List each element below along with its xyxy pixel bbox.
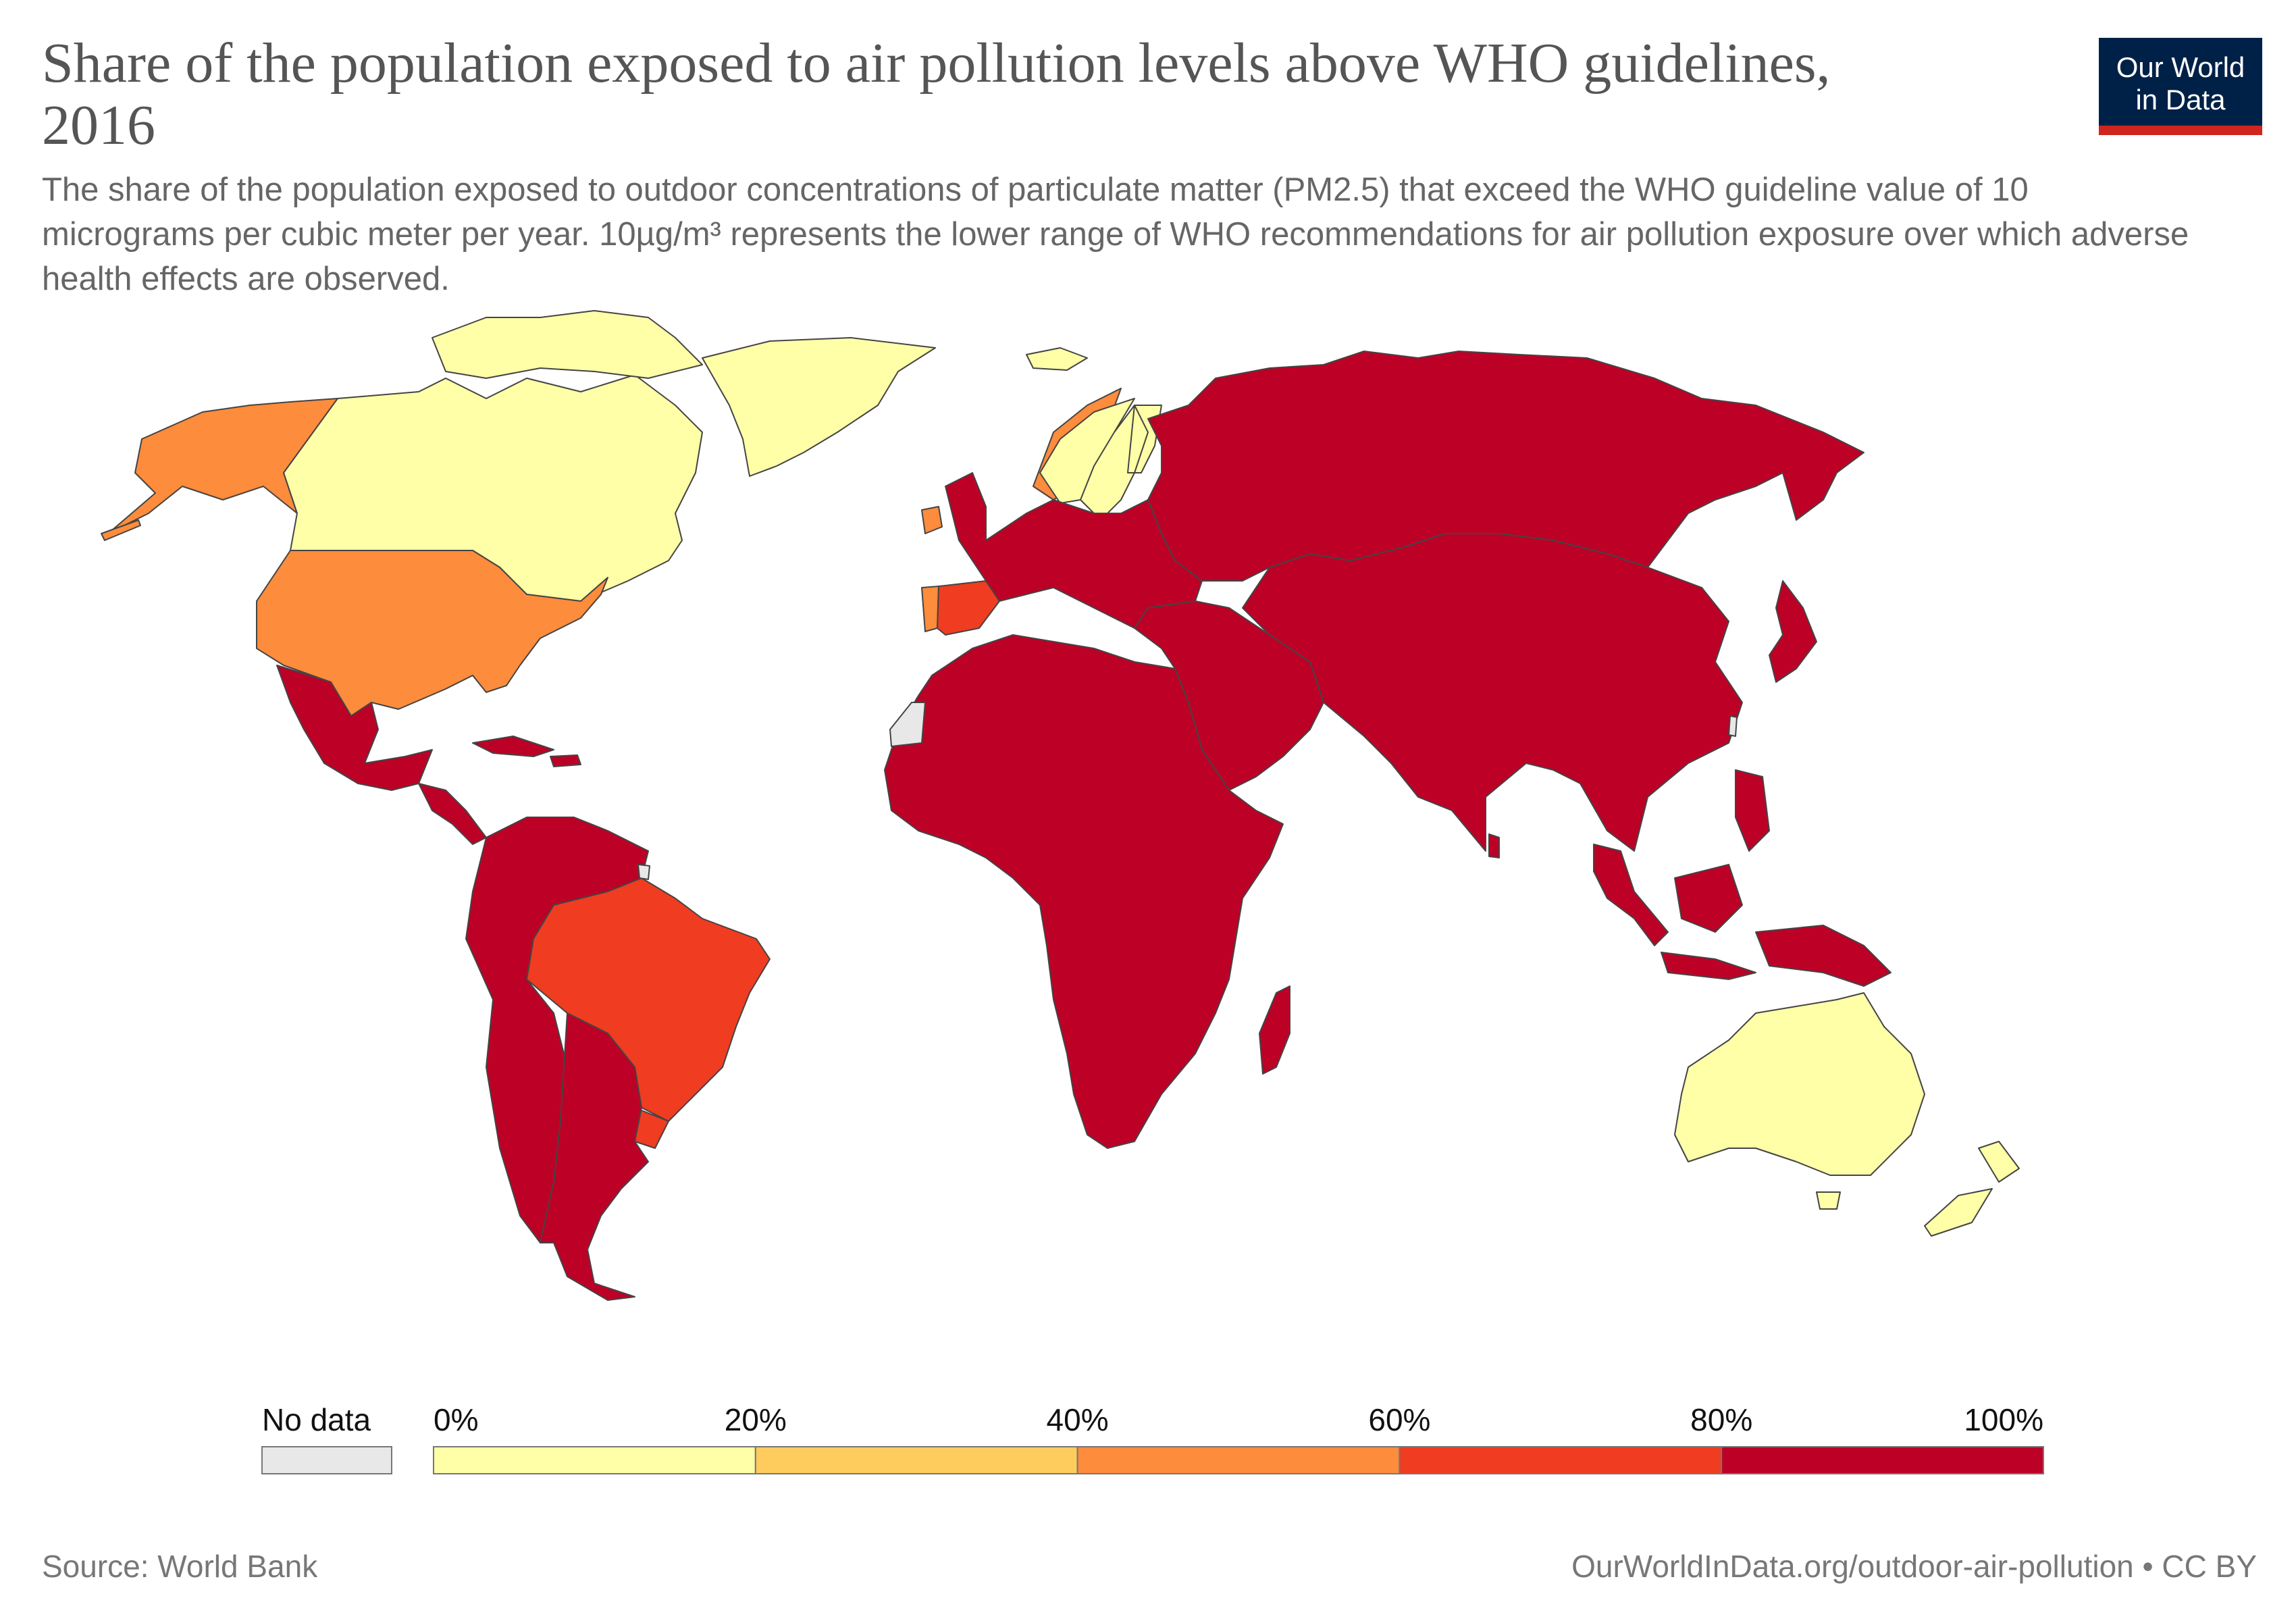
region-new-zealand[interactable] bbox=[1924, 1141, 2020, 1237]
region-mexico[interactable] bbox=[276, 665, 433, 791]
source-url[interactable]: OurWorldInData.org/outdoor-air-pollution… bbox=[1571, 1549, 2257, 1584]
region-hispaniola[interactable] bbox=[550, 754, 581, 767]
chart-title: Share of the population exposed to air p… bbox=[42, 32, 1831, 157]
region-southeast-asia[interactable] bbox=[1593, 769, 1891, 987]
region-japan[interactable] bbox=[1769, 580, 1817, 683]
chart-subtitle: The share of the population exposed to o… bbox=[42, 172, 2189, 297]
region-ireland[interactable] bbox=[921, 506, 943, 534]
region-central-america[interactable] bbox=[418, 783, 487, 845]
logo-line-1: Our World bbox=[2116, 51, 2245, 83]
region-alaska[interactable] bbox=[107, 398, 338, 534]
world-map bbox=[101, 310, 2020, 1301]
logo-line-2: in Data bbox=[2135, 84, 2226, 115]
legend-bin-3 bbox=[1399, 1446, 1723, 1474]
legend-tick-label: 100% bbox=[1964, 1402, 2043, 1437]
legend-tick-label: 60% bbox=[1368, 1402, 1430, 1437]
region-canada-islands[interactable] bbox=[432, 310, 703, 379]
source-note: Source: World Bank bbox=[42, 1549, 318, 1584]
region-spain[interactable] bbox=[937, 580, 1000, 636]
region-united-states[interactable] bbox=[256, 550, 608, 717]
region-cuba[interactable] bbox=[472, 736, 554, 757]
region-greenland[interactable] bbox=[702, 337, 936, 477]
legend-no-data-label: No data bbox=[262, 1402, 371, 1437]
region-iceland[interactable] bbox=[1026, 347, 1088, 371]
region-french-guiana[interactable] bbox=[637, 864, 650, 880]
region-tasmania[interactable] bbox=[1816, 1191, 1841, 1210]
region-africa[interactable] bbox=[884, 634, 1284, 1149]
legend-tick-label: 80% bbox=[1690, 1402, 1752, 1437]
region-russia[interactable] bbox=[1147, 351, 1864, 582]
region-australia[interactable] bbox=[1674, 992, 1925, 1176]
legend-bin-0 bbox=[433, 1446, 756, 1474]
region-south-south-america[interactable] bbox=[540, 1012, 649, 1301]
region-sri-lanka[interactable] bbox=[1488, 833, 1500, 858]
legend-bin-4 bbox=[1721, 1446, 2044, 1474]
legend-tick-label: 40% bbox=[1047, 1402, 1109, 1437]
region-portugal[interactable] bbox=[921, 586, 939, 632]
region-north-south-america[interactable] bbox=[465, 817, 649, 1243]
region-taiwan[interactable] bbox=[1728, 715, 1738, 737]
region-aleutians[interactable] bbox=[101, 519, 141, 541]
owid-logo[interactable]: Our World in Data bbox=[2099, 38, 2262, 135]
region-western-sahara[interactable] bbox=[889, 702, 926, 747]
legend-tick-label: 20% bbox=[725, 1402, 787, 1437]
legend-bin-2 bbox=[1076, 1446, 1401, 1474]
region-asia[interactable] bbox=[1242, 533, 1743, 852]
logo-accent-bar bbox=[2099, 126, 2262, 135]
region-madagascar[interactable] bbox=[1259, 985, 1290, 1075]
region-scandinavia-main[interactable] bbox=[1039, 398, 1162, 514]
legend-tick-label: 0% bbox=[434, 1402, 478, 1437]
legend-no-data-swatch bbox=[261, 1446, 392, 1474]
legend-bin-1 bbox=[754, 1446, 1078, 1474]
